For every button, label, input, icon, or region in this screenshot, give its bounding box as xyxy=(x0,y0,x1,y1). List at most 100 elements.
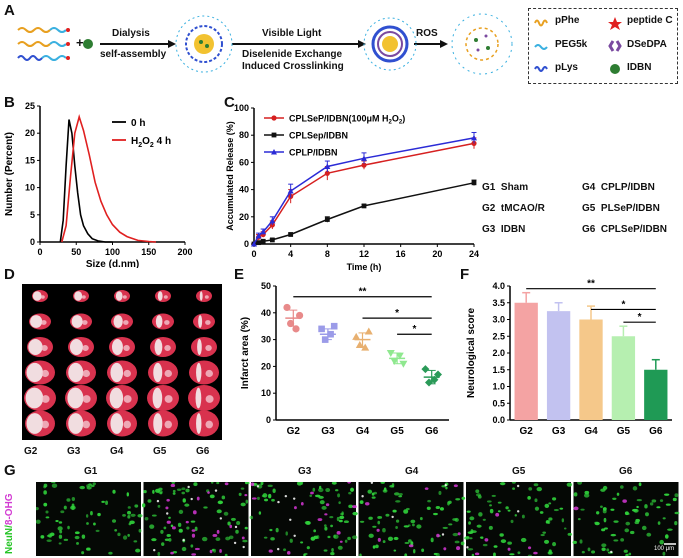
data-point xyxy=(283,303,291,312)
x-tick-label: 0 xyxy=(251,249,256,259)
significance-label: ** xyxy=(587,279,595,290)
neun-cell xyxy=(177,522,182,528)
ohg-cell xyxy=(244,494,248,497)
neun-cell xyxy=(43,502,48,507)
colocalized-cell xyxy=(156,499,160,503)
y-tick-label: 40 xyxy=(261,308,271,318)
neun-cell xyxy=(95,529,100,533)
brain-slice xyxy=(150,337,176,357)
neun-cell xyxy=(178,509,184,515)
neun-cell xyxy=(55,520,59,523)
neun-cell xyxy=(329,516,334,519)
colocalized-cell xyxy=(293,497,296,500)
neun-cell xyxy=(309,494,313,497)
neun-cell xyxy=(612,497,617,500)
neun-cell xyxy=(117,532,121,537)
ohg-cell xyxy=(250,482,255,487)
series-line xyxy=(59,119,113,243)
neun-cell xyxy=(600,505,603,509)
ohg-cell xyxy=(317,518,323,521)
group-g4: G4 CPLP/IDBN xyxy=(582,182,655,193)
neun-cell xyxy=(352,511,358,516)
neun-cell xyxy=(238,492,242,497)
y-tick-label: 3.0 xyxy=(492,315,505,325)
neun-cell xyxy=(230,517,236,521)
neun-cell xyxy=(166,533,171,537)
neun-cell xyxy=(511,482,516,484)
ohg-cell xyxy=(533,551,538,555)
neun-cell xyxy=(90,511,93,516)
data-point xyxy=(292,325,300,333)
neun-cell xyxy=(596,511,600,515)
step-self-assembly: self-assembly xyxy=(100,49,167,60)
neun-cell xyxy=(58,534,63,539)
neun-cell xyxy=(435,505,441,510)
if-col-g2: G2 xyxy=(191,466,205,477)
ohg-cell xyxy=(212,534,218,537)
neun-cell xyxy=(88,483,92,486)
neun-cell xyxy=(497,501,502,504)
infarct-region xyxy=(111,339,123,355)
neun-cell xyxy=(601,528,606,532)
ohg-cell xyxy=(216,529,220,534)
dsedpa-glyph-icon xyxy=(608,40,622,52)
neun-cell xyxy=(359,520,365,523)
neun-cell xyxy=(93,522,96,526)
neun-cell xyxy=(594,521,600,526)
neun-cell xyxy=(553,508,559,512)
data-point xyxy=(361,155,367,161)
panel-g-label: G xyxy=(4,462,16,479)
series-line xyxy=(61,114,157,243)
y-tick-label: 80 xyxy=(239,130,249,140)
neun-cell xyxy=(672,497,677,502)
neun-cell xyxy=(606,548,610,552)
infarct-region xyxy=(153,413,163,434)
x-tick-label: 50 xyxy=(71,247,81,257)
x-tick-label: G6 xyxy=(649,426,663,437)
data-point xyxy=(260,238,266,244)
if-image-g5 xyxy=(464,482,573,556)
x-tick-label: 4 xyxy=(288,249,293,259)
plys-glyph-icon xyxy=(534,66,548,72)
legend-idbn: IDBN xyxy=(627,62,652,73)
neun-cell xyxy=(46,539,52,543)
ohg-cell xyxy=(192,510,197,515)
neun-cell xyxy=(128,522,132,526)
neun-cell xyxy=(312,487,316,492)
neun-cell xyxy=(227,521,231,526)
neun-cell xyxy=(664,534,669,539)
neun-cell xyxy=(656,506,661,509)
neun-cell xyxy=(644,504,648,509)
neun-cell xyxy=(127,533,130,537)
neun-cell xyxy=(517,551,521,555)
ventricle-region xyxy=(41,420,49,429)
neun-cell xyxy=(665,503,671,506)
neun-cell xyxy=(471,553,475,556)
neun-cell xyxy=(667,528,673,531)
neun-cell xyxy=(283,548,287,552)
neun-cell xyxy=(375,544,379,549)
neun-cell xyxy=(163,526,167,530)
neun-cell xyxy=(137,513,143,518)
neun-cell xyxy=(613,520,619,523)
neun-cell xyxy=(306,546,310,550)
neun-cell xyxy=(539,511,544,514)
y-tick-label: 1.0 xyxy=(492,382,505,392)
brain-slice xyxy=(189,360,219,385)
neun-cell xyxy=(225,536,231,541)
neun-cell xyxy=(151,538,157,542)
neun-cell xyxy=(63,538,69,541)
ohg-cell xyxy=(336,531,341,535)
neun-cell xyxy=(135,548,141,553)
neun-cell xyxy=(467,548,474,551)
brain-slice xyxy=(148,360,178,385)
crosslinked-micelle-icon xyxy=(363,17,417,71)
infarct-region xyxy=(115,291,123,301)
neun-cell xyxy=(638,482,642,487)
neun-cell xyxy=(636,498,642,502)
neun-cell xyxy=(260,482,264,486)
neun-cell xyxy=(257,484,263,489)
colocalized-cell xyxy=(234,525,238,529)
y-tick-label: 100 xyxy=(234,103,249,113)
neun-cell xyxy=(623,549,628,553)
